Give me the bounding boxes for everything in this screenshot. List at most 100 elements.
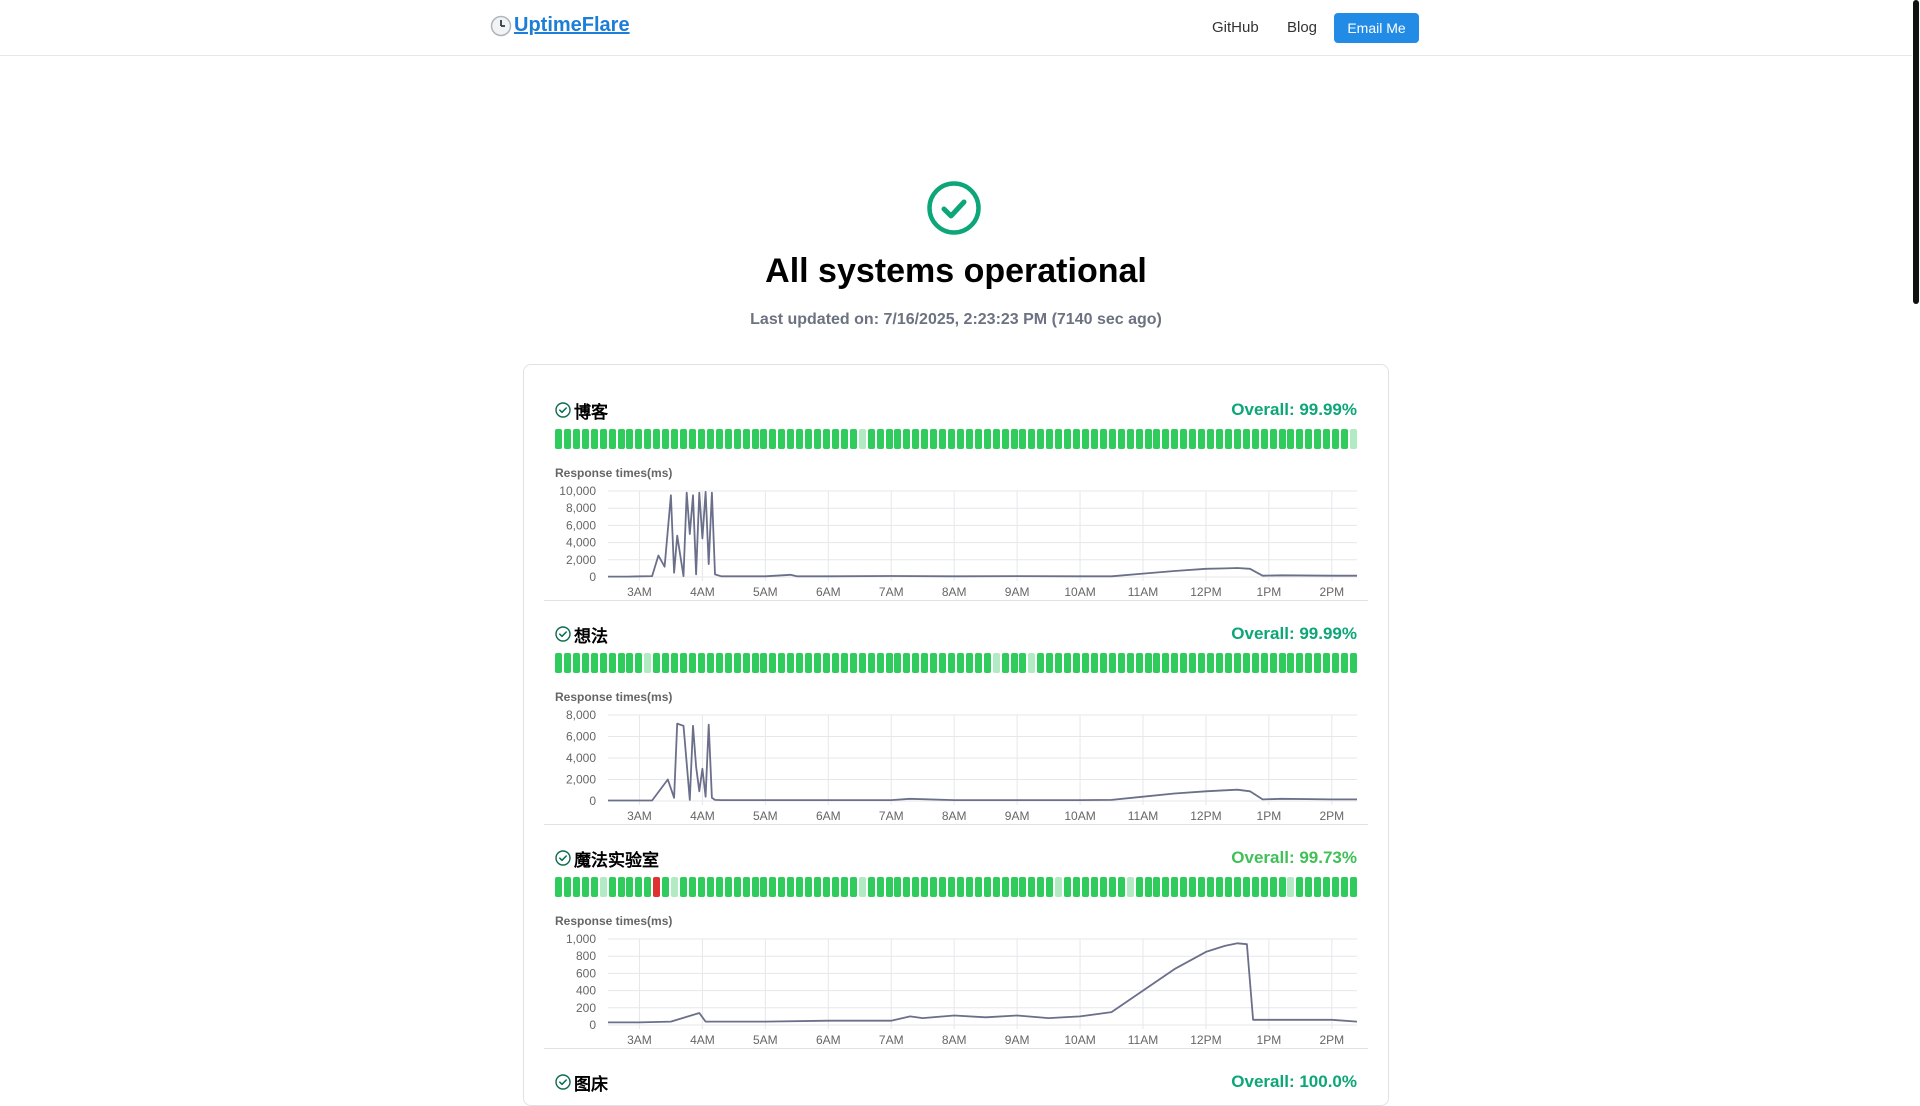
email-me-button[interactable]: Email Me xyxy=(1334,13,1419,43)
uptime-bar[interactable] xyxy=(1198,429,1206,449)
uptime-bar[interactable] xyxy=(1162,653,1170,673)
uptime-bar[interactable] xyxy=(831,877,839,897)
uptime-bar[interactable] xyxy=(1224,877,1232,897)
uptime-bar[interactable] xyxy=(644,429,652,449)
uptime-bar[interactable] xyxy=(992,877,1000,897)
uptime-bar[interactable] xyxy=(894,429,902,449)
uptime-bar[interactable] xyxy=(1082,429,1090,449)
uptime-bar[interactable] xyxy=(715,653,723,673)
uptime-bar[interactable] xyxy=(1296,653,1304,673)
uptime-bar[interactable] xyxy=(1305,877,1313,897)
uptime-bar[interactable] xyxy=(912,429,920,449)
uptime-bar[interactable] xyxy=(626,653,634,673)
uptime-bar[interactable] xyxy=(822,653,830,673)
uptime-bar[interactable] xyxy=(965,877,973,897)
uptime-bar[interactable] xyxy=(930,653,938,673)
uptime-bar[interactable] xyxy=(965,653,973,673)
uptime-bar[interactable] xyxy=(1073,877,1081,897)
uptime-bar[interactable] xyxy=(1144,877,1152,897)
uptime-bar[interactable] xyxy=(572,877,580,897)
uptime-bar[interactable] xyxy=(822,877,830,897)
uptime-bar[interactable] xyxy=(1287,653,1295,673)
uptime-bar[interactable] xyxy=(742,429,750,449)
uptime-bar[interactable] xyxy=(983,653,991,673)
uptime-bar[interactable] xyxy=(921,429,929,449)
uptime-bar[interactable] xyxy=(992,653,1000,673)
uptime-bar[interactable] xyxy=(1144,429,1152,449)
uptime-bar[interactable] xyxy=(1198,877,1206,897)
uptime-bar[interactable] xyxy=(903,877,911,897)
uptime-bar[interactable] xyxy=(697,653,705,673)
uptime-bar[interactable] xyxy=(814,877,822,897)
uptime-bar[interactable] xyxy=(1135,429,1143,449)
uptime-bar[interactable] xyxy=(608,429,616,449)
uptime-bar[interactable] xyxy=(760,653,768,673)
uptime-bar[interactable] xyxy=(983,877,991,897)
uptime-bar[interactable] xyxy=(948,653,956,673)
uptime-bar[interactable] xyxy=(715,429,723,449)
uptime-bar[interactable] xyxy=(822,429,830,449)
uptime-bar[interactable] xyxy=(671,877,679,897)
uptime-bar[interactable] xyxy=(1216,653,1223,673)
uptime-bar[interactable] xyxy=(1055,429,1063,449)
uptime-bar[interactable] xyxy=(1162,877,1170,897)
uptime-bar[interactable] xyxy=(796,653,804,673)
uptime-bar[interactable] xyxy=(1171,653,1179,673)
uptime-bar[interactable] xyxy=(1242,429,1250,449)
uptime-bar[interactable] xyxy=(1207,877,1215,897)
uptime-bar[interactable] xyxy=(635,877,643,897)
uptime-bar[interactable] xyxy=(1019,877,1027,897)
uptime-bar[interactable] xyxy=(671,653,679,673)
uptime-bar[interactable] xyxy=(1198,653,1206,673)
uptime-bar[interactable] xyxy=(1224,429,1232,449)
uptime-bar[interactable] xyxy=(1126,877,1134,897)
uptime-bar[interactable] xyxy=(1332,877,1340,897)
uptime-bar[interactable] xyxy=(688,877,696,897)
uptime-bar[interactable] xyxy=(858,653,866,673)
uptime-bar[interactable] xyxy=(1233,653,1241,673)
uptime-bar[interactable] xyxy=(751,877,759,897)
uptime-bar[interactable] xyxy=(590,877,598,897)
uptime-bar[interactable] xyxy=(1099,429,1107,449)
uptime-bar[interactable] xyxy=(831,429,839,449)
uptime-bar[interactable] xyxy=(849,877,857,897)
uptime-bar[interactable] xyxy=(1269,653,1277,673)
uptime-bar[interactable] xyxy=(1278,429,1286,449)
uptime-bar[interactable] xyxy=(1260,429,1268,449)
uptime-bar[interactable] xyxy=(930,429,938,449)
uptime-bar[interactable] xyxy=(876,877,884,897)
uptime-bar[interactable] xyxy=(1189,653,1197,673)
uptime-bar[interactable] xyxy=(1180,653,1188,673)
uptime-bar[interactable] xyxy=(599,653,607,673)
uptime-bar[interactable] xyxy=(805,877,813,897)
uptime-bar[interactable] xyxy=(590,429,598,449)
uptime-bar[interactable] xyxy=(617,429,625,449)
uptime-bar[interactable] xyxy=(939,429,947,449)
uptime-bar[interactable] xyxy=(1269,429,1277,449)
uptime-bar[interactable] xyxy=(956,877,964,897)
uptime-bar[interactable] xyxy=(787,653,795,673)
uptime-bar[interactable] xyxy=(1314,429,1322,449)
uptime-bar[interactable] xyxy=(849,653,857,673)
uptime-bar[interactable] xyxy=(1046,429,1054,449)
uptime-bar[interactable] xyxy=(1028,877,1036,897)
uptime-bar[interactable] xyxy=(608,653,616,673)
uptime-bar[interactable] xyxy=(572,653,580,673)
uptime-bar[interactable] xyxy=(563,653,571,673)
uptime-bar[interactable] xyxy=(831,653,839,673)
uptime-bar[interactable] xyxy=(805,429,813,449)
uptime-bar[interactable] xyxy=(1055,653,1063,673)
uptime-bar[interactable] xyxy=(814,429,822,449)
uptime-bar[interactable] xyxy=(1037,429,1045,449)
uptime-bar[interactable] xyxy=(1153,877,1161,897)
uptime-bar[interactable] xyxy=(1108,429,1116,449)
uptime-bar[interactable] xyxy=(974,653,982,673)
uptime-bar[interactable] xyxy=(1010,653,1018,673)
uptime-bar[interactable] xyxy=(805,653,813,673)
uptime-bar[interactable] xyxy=(885,653,893,673)
uptime-bar[interactable] xyxy=(1207,429,1215,449)
uptime-bar[interactable] xyxy=(921,653,929,673)
uptime-bar[interactable] xyxy=(706,429,714,449)
uptime-bar[interactable] xyxy=(644,653,652,673)
uptime-bar[interactable] xyxy=(680,429,688,449)
